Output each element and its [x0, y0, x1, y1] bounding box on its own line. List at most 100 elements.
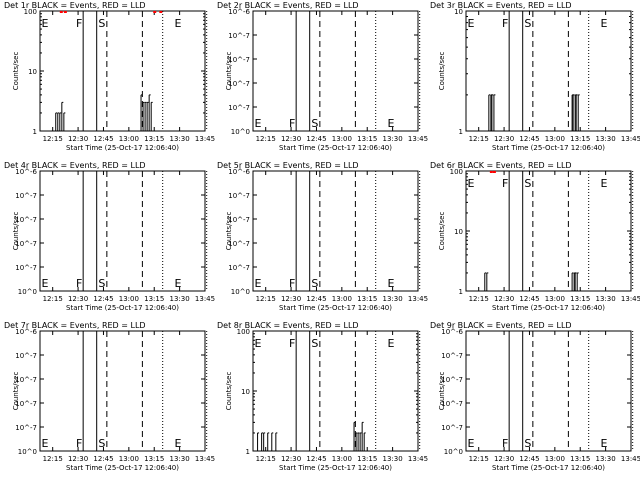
- y-tick-label: 10^-7: [441, 400, 463, 408]
- x-tick-label: 13:00: [332, 135, 352, 143]
- y-tick-label: 10^-7: [15, 192, 37, 200]
- x-tick-label: 12:30: [281, 295, 301, 303]
- y-tick-label: 1: [459, 128, 463, 136]
- y-tick-label: 10^-7: [228, 192, 250, 200]
- x-tick-label: 13:15: [144, 455, 164, 463]
- plot-frame: [252, 10, 419, 132]
- event-letter: E: [255, 277, 262, 290]
- panel-title: Det 5r BLACK = Events, RED = LLD: [217, 161, 359, 170]
- x-tick-label: 13:15: [570, 295, 590, 303]
- event-letter: S: [98, 17, 105, 30]
- y-axis-label: Counts/sec: [438, 212, 446, 251]
- x-tick-label: 12:45: [93, 455, 113, 463]
- event-letter: E: [468, 17, 475, 30]
- panel-title: Det 1r BLACK = Events, RED = LLD: [4, 1, 146, 10]
- x-tick-label: 12:45: [306, 135, 326, 143]
- y-tick-label: 10^-7: [15, 376, 37, 384]
- y-axis-label: Counts/sec: [438, 372, 446, 411]
- x-tick-label: 12:15: [256, 295, 276, 303]
- y-tick-label: 10^-7: [15, 264, 37, 272]
- event-letter: S: [98, 277, 105, 290]
- x-tick-label: 12:30: [494, 295, 514, 303]
- x-tick-label: 13:30: [170, 135, 190, 143]
- x-tick-label: 12:15: [256, 135, 276, 143]
- plot-frame: [465, 330, 632, 452]
- plot-frame: [39, 170, 206, 292]
- x-axis-label: Start Time (25-Oct-17 12:06:40): [279, 144, 392, 152]
- y-axis-label: Counts/sec: [12, 372, 20, 411]
- x-tick-label: 12:15: [43, 135, 63, 143]
- x-tick-label: 13:00: [119, 135, 139, 143]
- x-axis-label: Start Time (25-Oct-17 12:06:40): [492, 304, 605, 312]
- event-letter: E: [42, 437, 49, 450]
- y-tick-label: 100: [237, 328, 250, 336]
- plot-frame: [39, 330, 206, 452]
- event-letter: E: [255, 337, 262, 350]
- event-letter: S: [98, 437, 105, 450]
- x-tick-label: 12:30: [281, 135, 301, 143]
- y-tick-label: 10^-7: [15, 216, 37, 224]
- event-letter: S: [524, 17, 531, 30]
- x-tick-label: 12:45: [93, 295, 113, 303]
- event-letter: F: [289, 337, 295, 350]
- event-letter: E: [388, 337, 395, 350]
- x-tick-label: 13:00: [119, 295, 139, 303]
- y-tick-label: 1: [459, 288, 463, 296]
- detector-panel-1: Det 1r BLACK = Events, RED = LLD 1 10 100 12…: [4, 1, 215, 152]
- x-tick-label: 13:30: [383, 295, 403, 303]
- x-tick-label: 13:45: [195, 295, 215, 303]
- detector-panel-8: Det 8r BLACK = Events, RED = LLD 1 10 100 12…: [217, 321, 428, 472]
- y-tick-label: 10^-7: [228, 104, 250, 112]
- y-tick-label: 10: [454, 8, 463, 16]
- event-letter: E: [388, 117, 395, 130]
- x-tick-label: 13:30: [596, 135, 616, 143]
- x-tick-label: 12:15: [469, 135, 489, 143]
- y-axis-label: Counts/sec: [438, 52, 446, 91]
- y-tick-label: 10^-7: [228, 240, 250, 248]
- detector-panel-3: Det 3r BLACK = Events, RED = LLD 1 10 12:15…: [430, 1, 640, 152]
- panel-title: Det 9r BLACK = Events, RED = LLD: [430, 321, 572, 330]
- panel-title: Det 6r BLACK = Events, RED = LLD: [430, 161, 572, 170]
- event-letter: E: [388, 277, 395, 290]
- panel-title: Det 7r BLACK = Events, RED = LLD: [4, 321, 146, 330]
- x-tick-label: 13:30: [383, 455, 403, 463]
- y-tick-label: 10^-7: [15, 352, 37, 360]
- y-tick-label: 10^-7: [15, 240, 37, 248]
- panel-title: Det 3r BLACK = Events, RED = LLD: [430, 1, 572, 10]
- x-tick-label: 13:45: [195, 455, 215, 463]
- event-letter: E: [42, 277, 49, 290]
- y-axis-label: Counts/sec: [12, 212, 20, 251]
- event-letter: F: [76, 17, 82, 30]
- x-tick-label: 13:15: [144, 135, 164, 143]
- x-tick-label: 13:15: [570, 455, 590, 463]
- y-tick-label: 1: [33, 128, 37, 136]
- event-letter: E: [175, 437, 182, 450]
- panel-title: Det 2r BLACK = Events, RED = LLD: [217, 1, 359, 10]
- y-axis-label: Counts/sec: [225, 372, 233, 411]
- event-letter: E: [42, 17, 49, 30]
- x-tick-label: 13:45: [195, 135, 215, 143]
- detector-panel-9: Det 9r BLACK = Events, RED = LLD 10^0 10^-…: [430, 321, 640, 472]
- x-tick-label: 13:00: [332, 295, 352, 303]
- x-tick-label: 12:15: [469, 295, 489, 303]
- y-tick-label: 10^0: [231, 288, 250, 296]
- x-tick-label: 12:30: [68, 135, 88, 143]
- y-tick-label: 10^-7: [15, 424, 37, 432]
- x-axis-label: Start Time (25-Oct-17 12:06:40): [66, 304, 179, 312]
- y-tick-label: 10^0: [18, 448, 37, 456]
- y-tick-label: 10: [241, 388, 250, 396]
- y-tick-label: 10^-6: [228, 8, 250, 16]
- event-letter: S: [524, 437, 531, 450]
- x-tick-label: 13:30: [383, 135, 403, 143]
- event-letter: E: [601, 177, 608, 190]
- x-tick-label: 13:00: [119, 455, 139, 463]
- y-tick-label: 10^0: [444, 448, 463, 456]
- event-letter: S: [311, 277, 318, 290]
- event-letter: F: [502, 437, 508, 450]
- x-tick-label: 12:45: [93, 135, 113, 143]
- x-axis-label: Start Time (25-Oct-17 12:06:40): [492, 144, 605, 152]
- event-letter: F: [76, 437, 82, 450]
- x-tick-label: 13:15: [357, 135, 377, 143]
- x-tick-label: 12:30: [68, 455, 88, 463]
- y-tick-label: 10^-7: [228, 264, 250, 272]
